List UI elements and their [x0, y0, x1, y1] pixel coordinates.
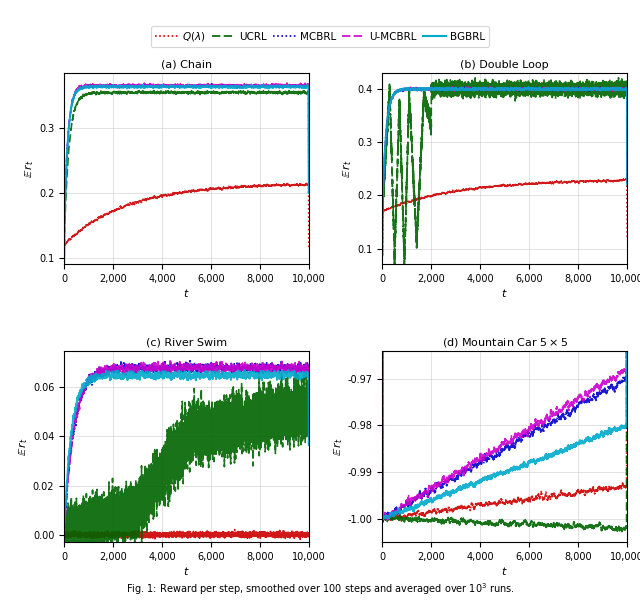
Title: (d) Mountain Car $5\times 5$: (d) Mountain Car $5\times 5$: [442, 336, 568, 348]
Title: (b) Double Loop: (b) Double Loop: [460, 60, 549, 69]
Title: (c) River Swim: (c) River Swim: [146, 337, 227, 347]
Y-axis label: $\mathbb{E}\,r_t$: $\mathbb{E}\,r_t$: [17, 437, 30, 456]
Y-axis label: $\mathbb{E}\,r_t$: $\mathbb{E}\,r_t$: [332, 437, 345, 456]
X-axis label: $t$: $t$: [183, 565, 190, 577]
Title: (a) Chain: (a) Chain: [161, 60, 212, 69]
Legend: $Q(\lambda)$, UCRL, MCBRL, U-MCBRL, BGBRL: $Q(\lambda)$, UCRL, MCBRL, U-MCBRL, BGBR…: [150, 26, 490, 48]
X-axis label: $t$: $t$: [501, 565, 508, 577]
Text: Fig. 1: Reward per step, smoothed over 100 steps and averaged over $10^3$ runs.: Fig. 1: Reward per step, smoothed over 1…: [125, 581, 515, 597]
Y-axis label: $\mathbb{E}\,r_t$: $\mathbb{E}\,r_t$: [23, 160, 36, 178]
X-axis label: $t$: $t$: [183, 287, 190, 299]
X-axis label: $t$: $t$: [501, 287, 508, 299]
Y-axis label: $\mathbb{E}\,r_t$: $\mathbb{E}\,r_t$: [342, 160, 355, 178]
